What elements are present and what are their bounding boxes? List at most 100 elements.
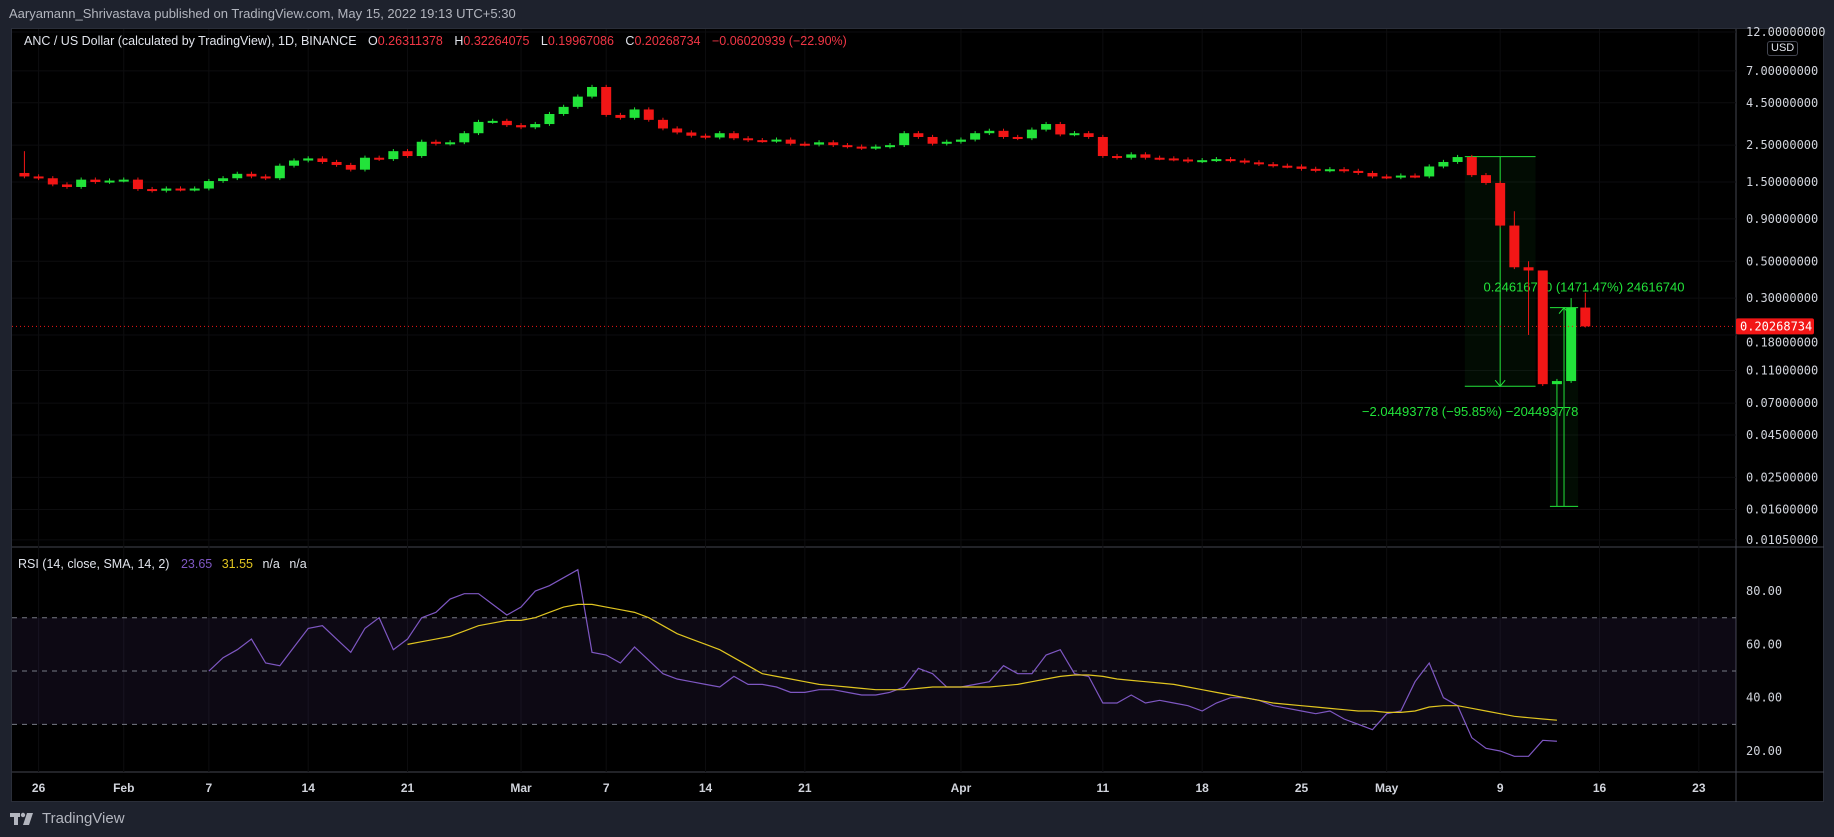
candle [941,139,952,146]
candle [1410,173,1421,179]
price-tick-label: 12.00000000 [1746,25,1825,39]
candle [828,140,839,147]
candle-body [1580,307,1591,327]
candle [615,112,626,120]
price-tick-label: 7.00000000 [1746,64,1818,78]
candle-body [175,188,186,191]
candle [1268,162,1279,168]
price-tick-label: 2.50000000 [1746,138,1818,152]
candle-body [1480,175,1491,183]
candle [1154,155,1165,161]
candle [1097,134,1108,158]
candle [1055,121,1066,137]
candle [1381,174,1392,180]
candle [1112,153,1123,160]
candle [501,118,512,127]
candle [1069,131,1080,137]
candle-body [558,106,569,115]
candle-body [1140,154,1151,158]
time-tick-label: 9 [1497,781,1504,795]
publisher-line: Aaryamann_Shrivastava published on Tradi… [9,6,516,21]
low-value: 0.19967086 [547,34,614,48]
price-tick-label: 0.02500000 [1746,470,1818,484]
candle [1509,211,1520,270]
price-tick-label: 0.11000000 [1746,363,1818,377]
tradingview-logo[interactable]: TradingView [10,810,125,827]
candle-body [90,179,101,183]
candle [1438,159,1449,169]
low-label: L [540,34,548,48]
candle-body [331,161,342,165]
candle-body [1041,124,1052,130]
time-tick-label: 25 [1295,781,1309,795]
rsi-title[interactable]: RSI (14, close, SMA, 14, 2) [18,557,170,571]
candle [246,171,257,179]
candle-body [33,176,44,179]
rsi-tick-label: 40.00 [1746,691,1782,705]
candle [487,118,498,124]
candle [728,131,739,141]
time-tick-label: 26 [32,781,46,795]
candle [161,186,172,193]
candle [416,139,427,158]
candle [1580,292,1591,328]
close-label: C [625,34,635,48]
symbol-title[interactable]: ANC / US Dollar (calculated by TradingVi… [24,34,357,48]
candle [1041,121,1052,132]
rsi-sma-value: 31.55 [221,557,253,571]
candle [657,117,668,131]
time-tick-label: Mar [510,781,532,795]
last-price-label: 0.20268734 [1740,319,1812,333]
measure-label: −2.04493778 (−95.85%) −204493778 [1362,404,1579,419]
candle-body [1026,129,1037,139]
candle-body [459,133,470,143]
currency-badge[interactable]: USD [1767,41,1799,56]
candle-body [842,145,853,148]
candle [1424,164,1435,179]
measure-arrowhead [1494,379,1506,387]
candle-body [61,184,72,187]
candle-body [47,178,58,185]
candle-body [1537,270,1548,385]
candle-body [657,119,668,129]
candle [1168,156,1179,162]
candle [445,140,456,146]
candle [1310,166,1321,173]
candle-body [799,143,810,146]
candle [1296,164,1307,171]
candle [232,171,243,181]
candle [1182,157,1193,164]
candle [1339,167,1350,173]
time-tick-label: 21 [401,781,415,795]
candle-body [1410,175,1421,178]
rsi-tick-label: 60.00 [1746,637,1782,651]
candle [61,182,72,189]
candle [771,137,782,143]
candle-body [743,138,754,141]
candle-body [487,120,498,123]
candle [955,137,966,144]
candle-body [1395,175,1406,178]
time-tick-label: 7 [603,781,610,795]
open-value: 0.26311378 [377,34,443,48]
candle [643,107,654,122]
candle-body [1154,157,1165,160]
candle-body [828,142,839,146]
candle-body [643,109,654,120]
candle-body [1182,159,1193,162]
candle [175,186,186,192]
candle [90,177,101,184]
candle [686,130,697,138]
candle [1395,173,1406,180]
candle-body [345,164,356,170]
candle [1197,158,1208,164]
candle [289,158,300,168]
candle-body [516,125,527,128]
candle [274,163,285,181]
candle [516,122,527,130]
candle-body [1353,170,1364,173]
candle-body [587,86,598,97]
candle-body [1424,166,1435,177]
candle [203,178,214,191]
